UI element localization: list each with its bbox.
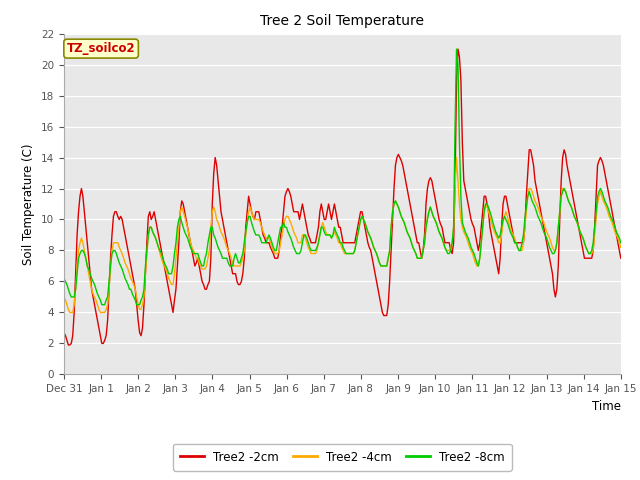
Text: TZ_soilco2: TZ_soilco2 (67, 42, 136, 55)
Title: Tree 2 Soil Temperature: Tree 2 Soil Temperature (260, 14, 424, 28)
Y-axis label: Soil Temperature (C): Soil Temperature (C) (22, 143, 35, 265)
X-axis label: Time: Time (592, 400, 621, 413)
Legend: Tree2 -2cm, Tree2 -4cm, Tree2 -8cm: Tree2 -2cm, Tree2 -4cm, Tree2 -8cm (173, 444, 512, 471)
